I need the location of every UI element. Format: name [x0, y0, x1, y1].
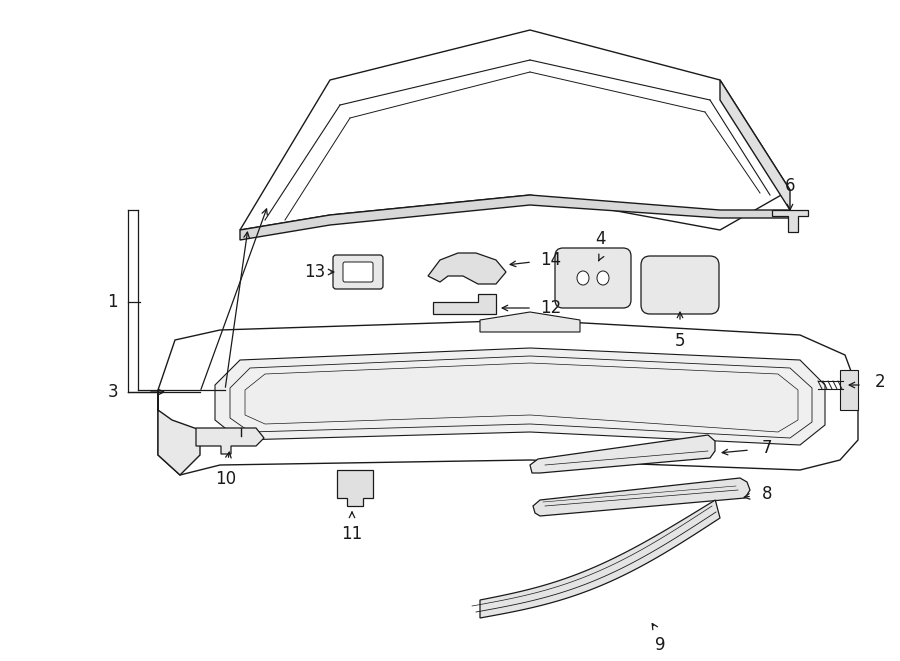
Text: 4: 4	[595, 230, 605, 248]
FancyBboxPatch shape	[343, 262, 373, 282]
Polygon shape	[215, 348, 825, 445]
Text: 11: 11	[341, 525, 363, 543]
Ellipse shape	[448, 303, 457, 313]
Ellipse shape	[345, 492, 349, 496]
Polygon shape	[772, 210, 808, 232]
Polygon shape	[337, 470, 373, 506]
Text: 7: 7	[762, 439, 772, 457]
Ellipse shape	[236, 417, 246, 429]
Polygon shape	[240, 30, 790, 230]
Ellipse shape	[597, 271, 609, 285]
Ellipse shape	[345, 479, 349, 485]
Polygon shape	[428, 253, 506, 284]
Text: 5: 5	[675, 332, 685, 350]
Ellipse shape	[361, 492, 365, 496]
Polygon shape	[840, 370, 858, 410]
Text: 12: 12	[540, 299, 562, 317]
Text: 8: 8	[762, 485, 772, 503]
Text: 2: 2	[875, 373, 886, 391]
Ellipse shape	[577, 271, 589, 285]
Ellipse shape	[361, 479, 365, 485]
Text: 1: 1	[107, 293, 118, 311]
Polygon shape	[240, 195, 790, 240]
Ellipse shape	[800, 379, 816, 391]
Polygon shape	[158, 320, 858, 475]
Ellipse shape	[469, 303, 478, 313]
FancyBboxPatch shape	[641, 256, 719, 314]
Polygon shape	[480, 312, 580, 332]
Text: 9: 9	[655, 636, 665, 654]
Text: 13: 13	[304, 263, 325, 281]
Polygon shape	[533, 478, 750, 516]
Ellipse shape	[789, 219, 797, 229]
Polygon shape	[433, 294, 496, 314]
Polygon shape	[245, 363, 798, 432]
Polygon shape	[196, 428, 264, 454]
Text: 10: 10	[215, 470, 237, 488]
Text: 14: 14	[540, 251, 561, 269]
FancyBboxPatch shape	[555, 248, 631, 308]
Text: 3: 3	[107, 383, 118, 401]
Polygon shape	[158, 390, 200, 475]
FancyBboxPatch shape	[333, 255, 383, 289]
Text: 6: 6	[785, 177, 796, 195]
Polygon shape	[480, 500, 720, 618]
Polygon shape	[530, 435, 715, 473]
Polygon shape	[720, 80, 790, 210]
